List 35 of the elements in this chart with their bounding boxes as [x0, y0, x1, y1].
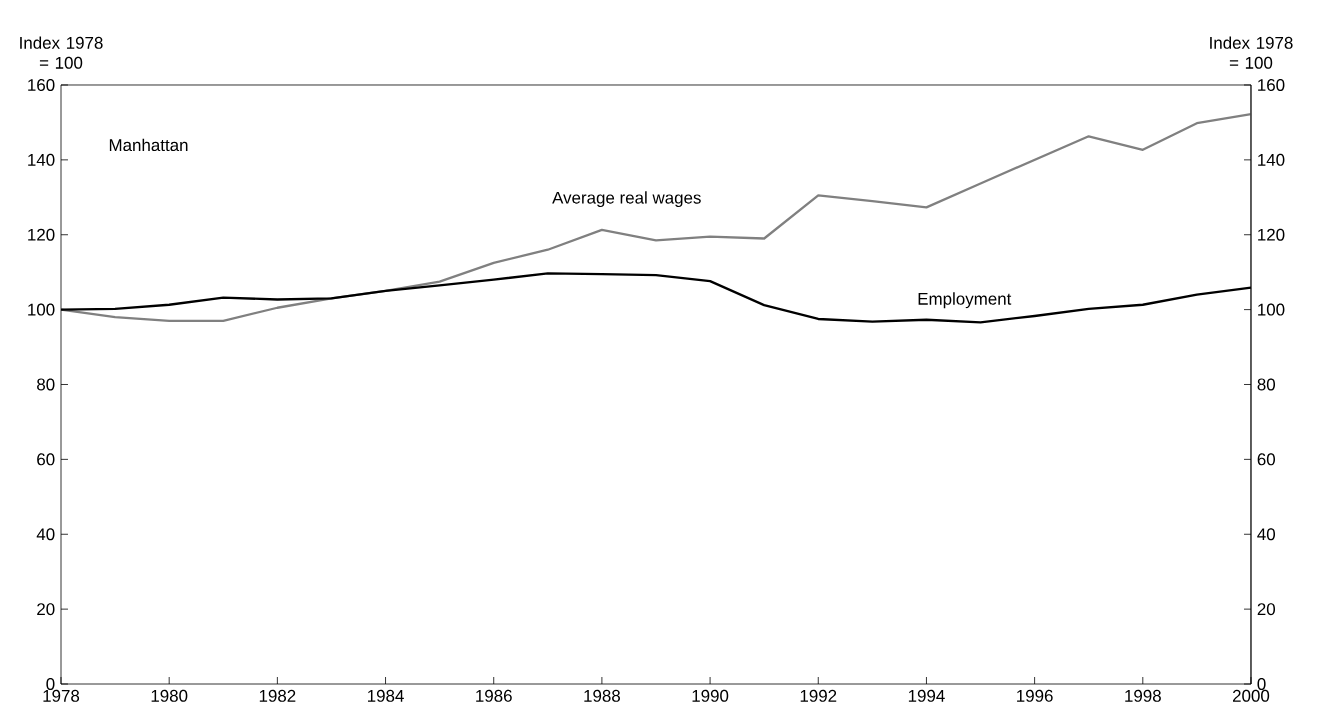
x-tick-label: 1986 [476, 689, 512, 702]
y2-tick-label: 80 [1257, 378, 1276, 391]
series-label: Employment [918, 292, 1012, 309]
y-tick-label: 120 [28, 228, 55, 241]
y-tick-label: 140 [28, 153, 55, 166]
y-tick-label: 160 [28, 79, 55, 91]
x-tick-label: 1992 [800, 689, 837, 702]
y-axis-title: Index 1978 = 100 [20, 36, 103, 69]
y2-axis-title: Index 1978 = 100 [1210, 36, 1293, 69]
y-tick-label: 20 [37, 603, 55, 616]
y-tick-label: 60 [37, 453, 55, 466]
x-tick-label: 1984 [368, 689, 404, 702]
y-tick-label: 40 [36, 528, 55, 541]
x-tick-label: 1988 [584, 689, 620, 702]
y-tick-label: 0 [46, 678, 55, 690]
y2-tick-label: 0 [1257, 678, 1266, 690]
y2-tick-label: 20 [1257, 603, 1276, 616]
series-label: Average real wages [552, 191, 701, 208]
y-tick-label: 100 [28, 303, 55, 316]
annotation: Manhattan [109, 138, 188, 152]
x-tick-label: 2000 [1233, 689, 1270, 702]
y2-tick-label: 100 [1258, 303, 1285, 316]
x-tick-label: 1996 [1017, 689, 1053, 702]
y2-tick-label: 120 [1258, 228, 1285, 241]
x-tick-label: 1980 [151, 689, 188, 702]
y2-tick-label: 40 [1257, 528, 1276, 541]
y2-tick-label: 60 [1257, 453, 1276, 466]
x-tick-label: 1982 [259, 689, 296, 702]
x-tick-label: 1978 [43, 689, 80, 702]
x-tick-label: 1998 [1125, 689, 1161, 702]
x-tick-label: 1990 [692, 689, 729, 702]
x-tick-label: 1994 [908, 689, 945, 702]
y2-tick-label: 140 [1258, 153, 1285, 166]
y-tick-label: 80 [37, 378, 55, 391]
y2-tick-label: 160 [1258, 79, 1285, 91]
